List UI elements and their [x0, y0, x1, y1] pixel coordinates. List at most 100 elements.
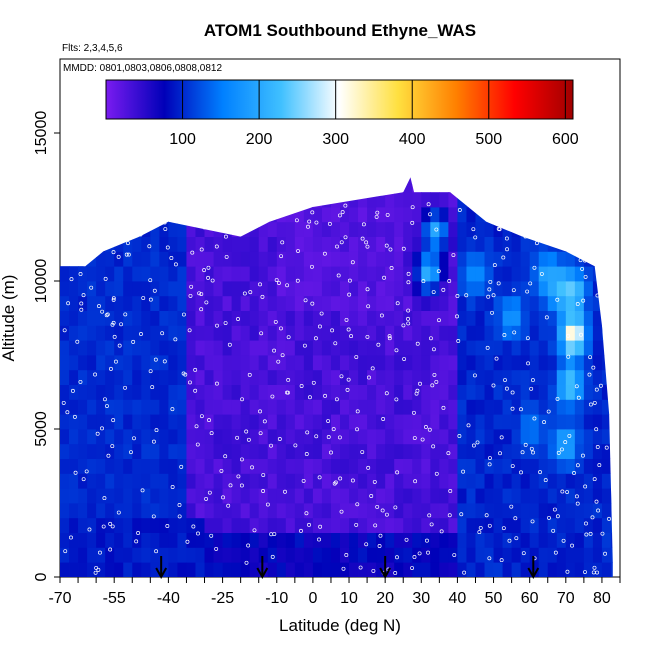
- sample-point: [111, 297, 116, 302]
- heatmap-cell: [484, 488, 494, 504]
- sample-point: [102, 496, 107, 501]
- heatmap-cell: [231, 236, 242, 252]
- heatmap-cell: [330, 547, 341, 563]
- heatmap-cell: [583, 517, 594, 533]
- heatmap-cell: [258, 547, 269, 563]
- x-tick-label: 80: [593, 590, 611, 607]
- heatmap-cell: [312, 547, 323, 563]
- heatmap-cell: [195, 310, 205, 326]
- sample-point: [355, 409, 360, 414]
- heatmap-cell: [312, 503, 323, 519]
- sample-point: [285, 283, 290, 288]
- heatmap-cell: [123, 325, 133, 341]
- heatmap-cell: [421, 547, 431, 563]
- heatmap-cell: [168, 251, 178, 267]
- heatmap-cell: [439, 340, 449, 356]
- heatmap-cell: [349, 399, 359, 415]
- heatmap-cell: [285, 399, 296, 415]
- heatmap-cell: [141, 532, 151, 548]
- heatmap-cell: [511, 266, 522, 282]
- heatmap-cell: [132, 355, 142, 371]
- heatmap-cell: [340, 295, 350, 311]
- sample-point: [333, 480, 338, 485]
- heatmap-cell: [340, 355, 350, 371]
- heatmap-cell: [457, 340, 467, 356]
- heatmap-cell: [186, 547, 196, 563]
- sample-point: [304, 511, 309, 516]
- heatmap-cell: [267, 458, 278, 474]
- heatmap-cell: [493, 355, 503, 371]
- heatmap-cell: [276, 429, 287, 445]
- sample-point: [379, 313, 384, 318]
- heatmap-cell: [367, 325, 377, 341]
- sample-point: [406, 321, 411, 326]
- heatmap-cell: [285, 384, 296, 400]
- heatmap-cell: [204, 503, 214, 519]
- sample-point: [332, 481, 337, 486]
- sample-point: [293, 443, 298, 448]
- sample-point: [349, 334, 354, 339]
- heatmap-cell: [340, 221, 350, 237]
- heatmap-cell: [294, 414, 305, 430]
- heatmap-cell: [340, 399, 350, 415]
- heatmap-cell: [538, 369, 549, 385]
- heatmap-cell: [330, 236, 341, 252]
- heatmap-cell: [403, 207, 413, 223]
- sample-point: [116, 510, 121, 515]
- heatmap-cell: [159, 369, 169, 385]
- heatmap-cell: [493, 414, 503, 430]
- heatmap-cell: [231, 503, 242, 519]
- heatmap-cell: [448, 236, 458, 252]
- heatmap-cell: [78, 340, 88, 356]
- heatmap-cell: [303, 236, 314, 252]
- heatmap-cell: [349, 414, 359, 430]
- heatmap-cell: [565, 399, 576, 415]
- heatmap-cell: [430, 355, 440, 371]
- heatmap-cell: [150, 310, 160, 326]
- heatmap-cell: [213, 414, 223, 430]
- heatmap-cell: [294, 221, 305, 237]
- heatmap-cell: [385, 414, 395, 430]
- sample-point: [111, 296, 116, 301]
- heatmap-cell: [276, 488, 287, 504]
- heatmap-cell: [493, 295, 503, 311]
- sample-point: [546, 409, 551, 414]
- heatmap-cell: [439, 207, 449, 223]
- heatmap-cell: [159, 414, 169, 430]
- sample-point: [393, 505, 398, 510]
- heatmap-cell: [529, 310, 540, 326]
- heatmap-cell: [448, 281, 458, 297]
- heatmap-cell: [493, 517, 503, 533]
- heatmap-cell: [285, 532, 296, 548]
- sample-point: [195, 442, 200, 447]
- heatmap-cell: [394, 384, 404, 400]
- heatmap-cell: [60, 458, 70, 474]
- heatmap-cell: [87, 517, 97, 533]
- heatmap-cell: [123, 458, 133, 474]
- heatmap-cell: [412, 192, 422, 208]
- sample-point: [523, 442, 528, 447]
- sample-point: [170, 407, 175, 412]
- sample-point: [317, 475, 322, 480]
- sample-point: [457, 208, 462, 212]
- heatmap-cell: [412, 369, 422, 385]
- heatmap-cell: [87, 562, 97, 577]
- sample-point: [207, 418, 211, 423]
- heatmap-cell: [240, 266, 251, 282]
- heatmap-cell: [87, 281, 97, 297]
- heatmap-cell: [213, 236, 223, 252]
- heatmap-cell: [285, 429, 296, 445]
- sample-point: [181, 371, 186, 376]
- sample-point: [565, 490, 570, 495]
- heatmap-cell: [285, 562, 296, 577]
- heatmap-cell: [376, 414, 386, 430]
- heatmap-cell: [141, 340, 151, 356]
- heatmap-cell: [276, 266, 287, 282]
- heatmap-cell: [114, 281, 124, 297]
- heatmap-cell: [412, 310, 422, 326]
- heatmap-cell: [204, 532, 214, 548]
- heatmap-cell: [385, 473, 395, 489]
- heatmap-cell: [556, 251, 567, 267]
- heatmap-cell: [204, 443, 214, 459]
- colorbar-tick-label: 400: [399, 131, 426, 148]
